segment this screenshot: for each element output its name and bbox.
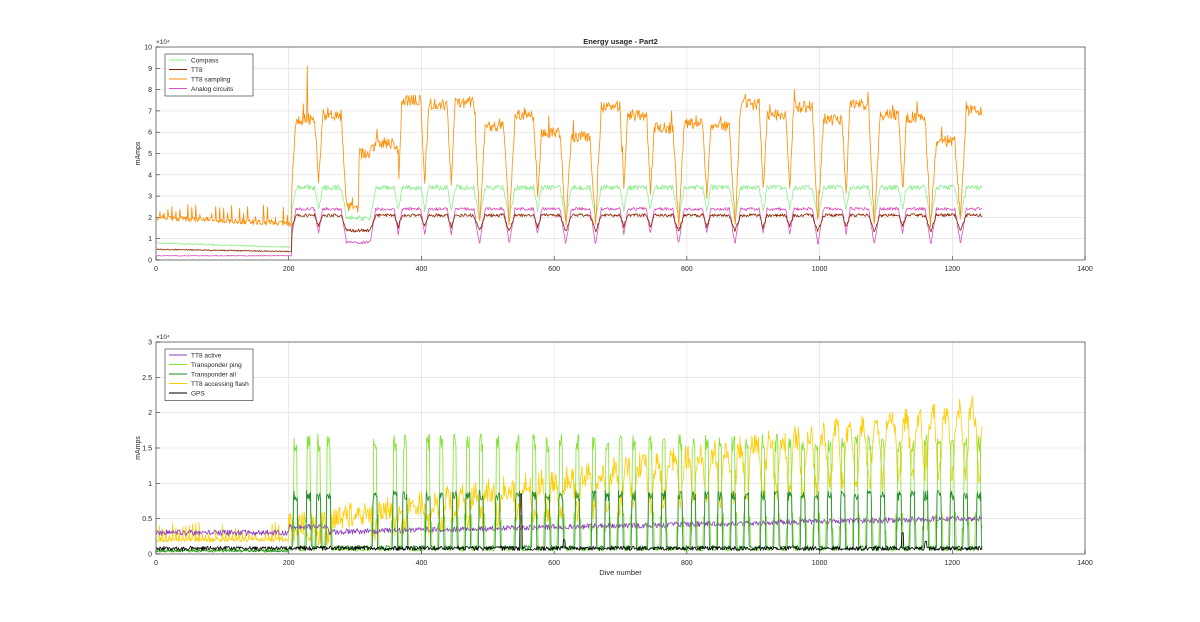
y-tick-label: 1 <box>148 236 152 243</box>
y-tick-label: 1 <box>148 481 152 488</box>
y-tick-label: 0 <box>148 258 152 265</box>
x-tick-label: 400 <box>416 560 428 567</box>
x-tick-label: 0 <box>154 560 158 567</box>
x-tick-label: 1000 <box>812 560 828 567</box>
legend-box <box>164 348 254 401</box>
y-tick-label: 2 <box>148 215 152 222</box>
x-axis-label: Dive number <box>599 568 642 577</box>
series-compass-line <box>156 184 983 249</box>
axes-frame <box>155 46 1086 261</box>
series-gps-line <box>156 493 983 551</box>
y-tick-label: 3 <box>148 194 152 201</box>
x-tick-label: 600 <box>548 266 560 273</box>
series-transponder-ping-line <box>156 433 983 553</box>
y-axis-label: mAmps <box>135 436 142 460</box>
y-tick-label: 2.5 <box>142 375 152 382</box>
legend-label: TT8 sampling <box>191 76 231 83</box>
legend: Compass TT8 TT8 sampling Analog circuits <box>164 53 254 97</box>
series-tt8-sampling-line <box>156 65 983 228</box>
legend-label: GPS <box>191 390 205 397</box>
chart-title: Energy usage - Part2 <box>583 37 658 46</box>
y-tick-label: 5 <box>148 151 152 158</box>
x-tick-label: 1200 <box>944 266 960 273</box>
x-tick-label: 1400 <box>1077 560 1093 567</box>
y-tick-label: 0.5 <box>142 516 152 523</box>
y-tick-label: 10 <box>144 45 152 52</box>
legend-label: Transponder all <box>191 371 236 378</box>
legend-label: TT8 <box>191 67 203 74</box>
legend: TT8 active Transponder ping Transponder al… <box>164 348 254 401</box>
x-tick-label: 1400 <box>1077 266 1093 273</box>
y-tick-label: 0 <box>148 552 152 559</box>
y-tick-label: 4 <box>148 172 152 179</box>
axes-frame <box>155 341 1086 555</box>
x-tick-label: 200 <box>283 560 295 567</box>
y-tick-label: 2 <box>148 410 152 417</box>
legend-label: TT8 accessing flash <box>191 381 249 388</box>
y-tick-label: 9 <box>148 66 152 73</box>
legend-label: Compass <box>191 57 219 64</box>
y-exponent-label: ×10⁴ <box>156 39 170 46</box>
x-tick-label: 1200 <box>944 560 960 567</box>
y-tick-label: 6 <box>148 130 152 137</box>
energy-usage-top-chart: 0 200 400 600 800 1000 1200 1400 0 1 2 3 4 5 6 7 8 9 10 ×10… <box>135 37 1093 273</box>
x-tick-label: 800 <box>681 560 693 567</box>
x-tick-label: 800 <box>681 266 693 273</box>
x-tick-label: 0 <box>154 266 158 273</box>
legend-label: Analog circuits <box>191 86 234 93</box>
series-tt8-line <box>156 213 983 253</box>
y-tick-label: 3 <box>148 340 152 347</box>
y-tick-label: 8 <box>148 87 152 94</box>
legend-label: Transponder ping <box>191 362 242 369</box>
legend-label: TT8 active <box>191 352 222 359</box>
x-tick-label: 200 <box>283 266 295 273</box>
y-axis-label: mAmps <box>135 141 142 165</box>
dive-components-bottom-chart: 0 200 400 600 800 1000 1200 1400 0 0.5 1 1.5 2 2.5 3 ×1… <box>135 334 1093 577</box>
y-exponent-label: ×10⁴ <box>156 334 170 341</box>
y-tick-label: 7 <box>148 108 152 115</box>
y-tick-label: 1.5 <box>142 446 152 453</box>
x-tick-label: 1000 <box>812 266 828 273</box>
x-tick-label: 400 <box>416 266 428 273</box>
x-tick-label: 600 <box>548 560 560 567</box>
